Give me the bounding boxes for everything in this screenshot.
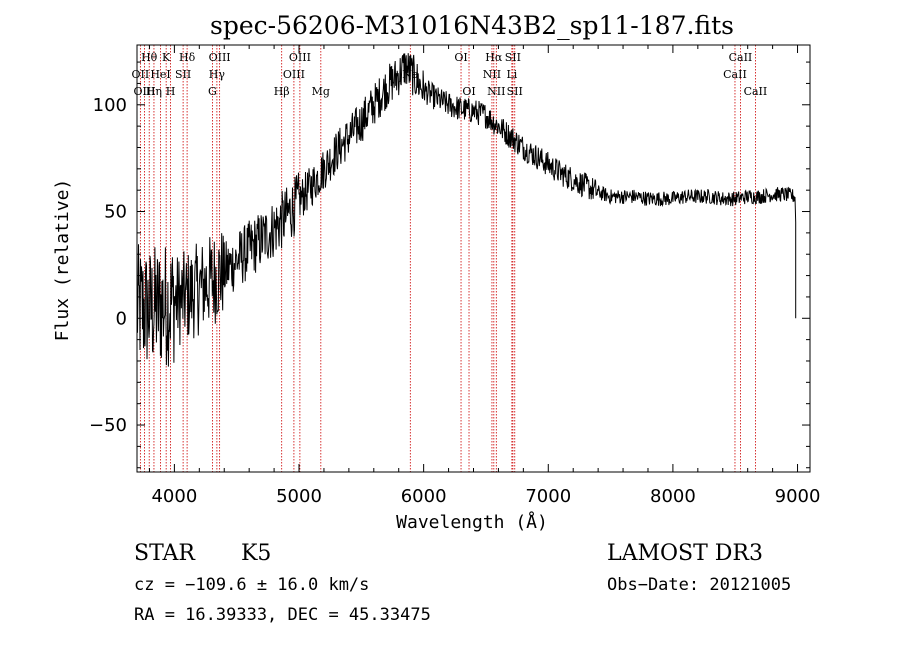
line-marker-label: CaII xyxy=(729,51,753,64)
x-tick-label: 8000 xyxy=(650,486,696,507)
line-marker-label: OIII xyxy=(283,68,305,81)
line-markers xyxy=(139,45,756,472)
x-tick-label: 6000 xyxy=(401,486,447,507)
line-marker-label: Hα xyxy=(485,51,503,64)
line-marker-label: Mg xyxy=(312,85,330,98)
x-tick-label: 7000 xyxy=(525,486,571,507)
line-marker-label: HeI xyxy=(150,68,170,81)
x-tick-label: 4000 xyxy=(151,486,197,507)
survey-name: LAMOST DR3 xyxy=(607,541,763,566)
y-tick-label: 50 xyxy=(104,202,127,223)
line-marker-label: Hη xyxy=(146,85,162,98)
line-marker-label: Hβ xyxy=(274,85,290,98)
y-tick-label: 0 xyxy=(116,308,127,329)
line-marker-label: CaII xyxy=(744,85,768,98)
line-marker-label: H xyxy=(166,85,176,98)
redshift-velocity: cz = −109.6 ± 16.0 km/s xyxy=(134,575,369,595)
line-marker-label: OI xyxy=(454,51,467,64)
x-tick-label: 9000 xyxy=(775,486,821,507)
line-marker-label: OIII xyxy=(289,51,311,64)
x-axis-label: Wavelength (Å) xyxy=(396,511,548,533)
x-axis-ticks: 4000 5000 6000 7000 8000 9000 xyxy=(148,45,821,507)
chart-title: spec-56206-M31016N43B2_sp11-187.fits xyxy=(210,11,734,40)
observation-date: Obs−Date: 20121005 xyxy=(607,575,791,595)
y-tick-label: 100 xyxy=(93,95,127,116)
line-marker-label: NII xyxy=(483,68,501,81)
line-marker-label: OIII xyxy=(133,85,155,98)
object-subclass: K5 xyxy=(241,541,271,566)
spectrum-line xyxy=(136,53,797,367)
line-marker-label: SII xyxy=(505,51,521,64)
line-marker-label: NII xyxy=(487,85,505,98)
line-marker-label: OII xyxy=(132,68,150,81)
line-marker-label: OI xyxy=(462,85,475,98)
coordinates: RA = 16.39333, DEC = 45.33475 xyxy=(134,605,431,625)
y-axis-ticks: −50 0 50 100 xyxy=(89,61,810,469)
line-marker-label: Hθ xyxy=(141,51,158,64)
line-marker-label: Li xyxy=(506,68,517,81)
line-marker-label: OIII xyxy=(209,51,231,64)
line-marker-label: SII xyxy=(175,68,191,81)
x-tick-label: 5000 xyxy=(276,486,322,507)
line-marker-label: K xyxy=(162,51,171,64)
y-axis-label: Flux (relative) xyxy=(52,179,73,342)
object-class: STAR xyxy=(134,541,196,566)
line-marker-label: G xyxy=(208,85,217,98)
line-marker-label: Hδ xyxy=(179,51,196,64)
line-marker-label: SII xyxy=(507,85,523,98)
y-tick-label: −50 xyxy=(89,415,127,436)
line-marker-label: Hγ xyxy=(209,68,226,81)
line-marker-labels: HθOIIOIIIHηHeIKHSIIHδGHγOIIIHβOIIIOIIIMg… xyxy=(132,51,768,98)
line-marker-label: CaII xyxy=(723,68,747,81)
